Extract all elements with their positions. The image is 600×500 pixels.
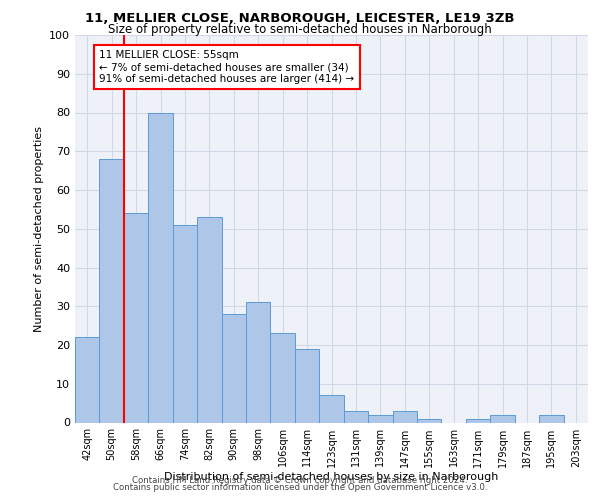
Bar: [539, 415, 563, 422]
Bar: [392, 411, 417, 422]
Bar: [490, 415, 515, 422]
Bar: [75, 337, 100, 422]
Bar: [221, 314, 246, 422]
Bar: [466, 418, 490, 422]
Y-axis label: Number of semi-detached properties: Number of semi-detached properties: [34, 126, 44, 332]
Bar: [246, 302, 271, 422]
Bar: [271, 334, 295, 422]
Bar: [295, 349, 319, 422]
Bar: [319, 396, 344, 422]
Bar: [368, 415, 392, 422]
X-axis label: Distribution of semi-detached houses by size in Narborough: Distribution of semi-detached houses by …: [164, 472, 499, 482]
Text: 11, MELLIER CLOSE, NARBOROUGH, LEICESTER, LE19 3ZB: 11, MELLIER CLOSE, NARBOROUGH, LEICESTER…: [85, 12, 515, 26]
Bar: [417, 418, 442, 422]
Text: Size of property relative to semi-detached houses in Narborough: Size of property relative to semi-detach…: [108, 22, 492, 36]
Bar: [100, 159, 124, 422]
Bar: [344, 411, 368, 422]
Bar: [124, 213, 148, 422]
Text: Contains public sector information licensed under the Open Government Licence v3: Contains public sector information licen…: [113, 484, 487, 492]
Text: 11 MELLIER CLOSE: 55sqm
← 7% of semi-detached houses are smaller (34)
91% of sem: 11 MELLIER CLOSE: 55sqm ← 7% of semi-det…: [100, 50, 355, 84]
Bar: [148, 112, 173, 422]
Bar: [173, 225, 197, 422]
Text: Contains HM Land Registry data © Crown copyright and database right 2024.: Contains HM Land Registry data © Crown c…: [132, 476, 468, 485]
Bar: [197, 217, 221, 422]
